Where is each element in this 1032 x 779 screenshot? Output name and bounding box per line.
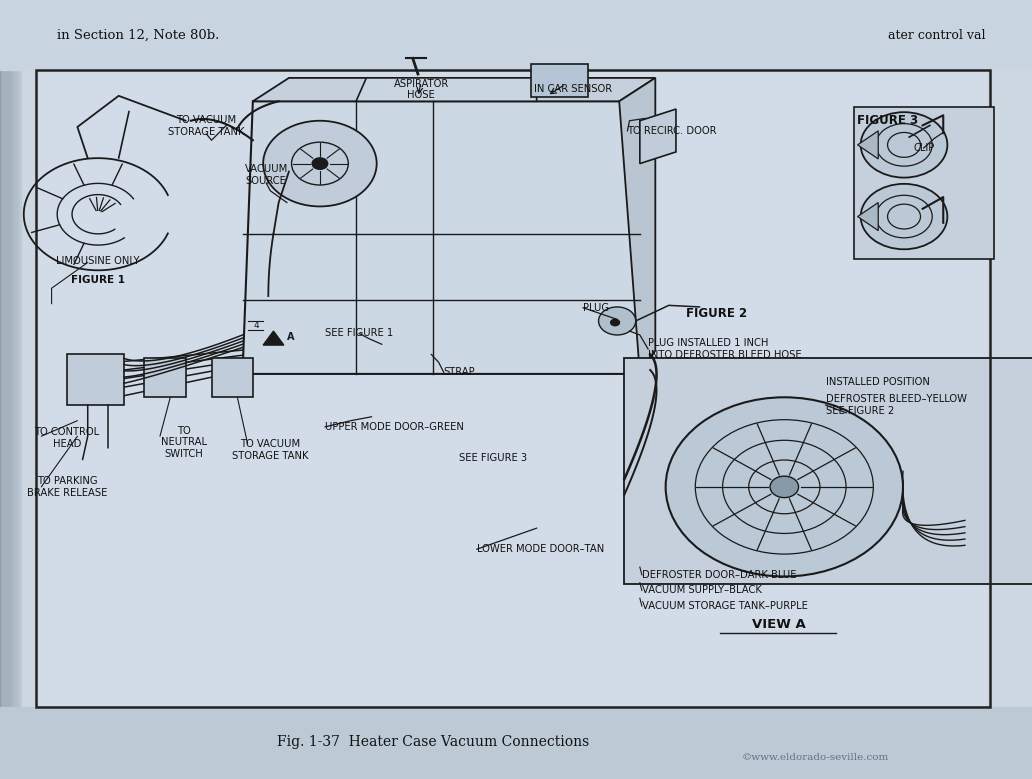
Text: SEE FIGURE 1: SEE FIGURE 1 xyxy=(325,329,393,338)
Text: ASPIRATOR
HOSE: ASPIRATOR HOSE xyxy=(393,79,449,100)
Text: Fig. 1-37  Heater Case Vacuum Connections: Fig. 1-37 Heater Case Vacuum Connections xyxy=(278,735,589,749)
Text: STRAP: STRAP xyxy=(444,368,476,377)
Bar xyxy=(212,358,253,397)
Bar xyxy=(531,64,588,97)
Circle shape xyxy=(770,476,799,498)
Bar xyxy=(0,707,1032,779)
Text: DEFROSTER BLEED–YELLOW
SEE FIGURE 2: DEFROSTER BLEED–YELLOW SEE FIGURE 2 xyxy=(826,394,967,416)
Text: in Section 12, Note 80b.: in Section 12, Note 80b. xyxy=(57,29,219,41)
Bar xyxy=(0,0,12,779)
Polygon shape xyxy=(858,131,878,159)
Text: LOWER MODE DOOR–TAN: LOWER MODE DOOR–TAN xyxy=(477,545,604,554)
Polygon shape xyxy=(640,109,676,164)
Text: FIGURE 3: FIGURE 3 xyxy=(857,115,918,127)
Text: TO VACUUM
STORAGE TANK: TO VACUUM STORAGE TANK xyxy=(232,439,309,461)
Text: TO RECIRC. DOOR: TO RECIRC. DOOR xyxy=(627,126,717,136)
Text: DEFROSTER DOOR–DARK BLUE: DEFROSTER DOOR–DARK BLUE xyxy=(642,570,797,580)
Bar xyxy=(854,107,994,259)
Circle shape xyxy=(610,319,620,326)
Text: 4: 4 xyxy=(253,321,259,330)
Text: A: A xyxy=(287,333,294,342)
Text: VIEW A: VIEW A xyxy=(752,619,806,631)
Text: VACUUM
SOURCE: VACUUM SOURCE xyxy=(245,164,288,186)
Circle shape xyxy=(263,121,377,206)
Bar xyxy=(36,70,986,707)
Bar xyxy=(36,70,990,707)
Bar xyxy=(0,0,19,779)
Bar xyxy=(0,0,1032,70)
Circle shape xyxy=(861,184,947,249)
Polygon shape xyxy=(263,331,284,345)
Bar xyxy=(67,354,124,405)
Text: VACUUM STORAGE TANK–PURPLE: VACUUM STORAGE TANK–PURPLE xyxy=(642,601,808,611)
Text: LIMOUSINE ONLY: LIMOUSINE ONLY xyxy=(57,256,139,266)
Text: FIGURE 2: FIGURE 2 xyxy=(686,307,747,319)
Polygon shape xyxy=(619,78,655,374)
Text: SEE FIGURE 3: SEE FIGURE 3 xyxy=(459,453,527,463)
Text: IN CAR SENSOR: IN CAR SENSOR xyxy=(534,84,612,93)
Bar xyxy=(0,0,14,779)
Bar xyxy=(144,358,186,397)
Text: TO CONTROL
HEAD: TO CONTROL HEAD xyxy=(34,427,100,449)
Text: ©www.eldorado-seville.com: ©www.eldorado-seville.com xyxy=(742,753,889,762)
Circle shape xyxy=(861,112,947,178)
Bar xyxy=(0,0,21,779)
Circle shape xyxy=(312,157,328,170)
Text: TO VACUUM
STORAGE TANK: TO VACUUM STORAGE TANK xyxy=(168,115,245,137)
Text: INSTALLED POSITION: INSTALLED POSITION xyxy=(826,377,930,386)
Circle shape xyxy=(599,307,636,335)
Bar xyxy=(0,0,17,779)
Text: ater control val: ater control val xyxy=(888,29,985,41)
Text: PLUG INSTALLED 1 INCH
INTO DEFROSTER BLEED HOSE: PLUG INSTALLED 1 INCH INTO DEFROSTER BLE… xyxy=(648,338,802,360)
Bar xyxy=(0,0,10,779)
Text: CLIP: CLIP xyxy=(913,143,934,153)
Polygon shape xyxy=(858,203,878,231)
Text: TO
NEUTRAL
SWITCH: TO NEUTRAL SWITCH xyxy=(161,426,206,459)
Polygon shape xyxy=(253,78,655,101)
Text: VACUUM SUPPLY–BLACK: VACUUM SUPPLY–BLACK xyxy=(642,586,762,595)
Polygon shape xyxy=(356,78,537,101)
Text: PLUG: PLUG xyxy=(583,303,609,312)
Bar xyxy=(0,0,6,779)
Circle shape xyxy=(666,397,903,576)
Polygon shape xyxy=(243,101,640,374)
Text: FIGURE 1: FIGURE 1 xyxy=(71,276,125,285)
Text: UPPER MODE DOOR–GREEN: UPPER MODE DOOR–GREEN xyxy=(325,422,464,432)
Bar xyxy=(0,0,8,779)
Bar xyxy=(624,358,1032,584)
Text: TO PARKING
BRAKE RELEASE: TO PARKING BRAKE RELEASE xyxy=(27,476,107,498)
